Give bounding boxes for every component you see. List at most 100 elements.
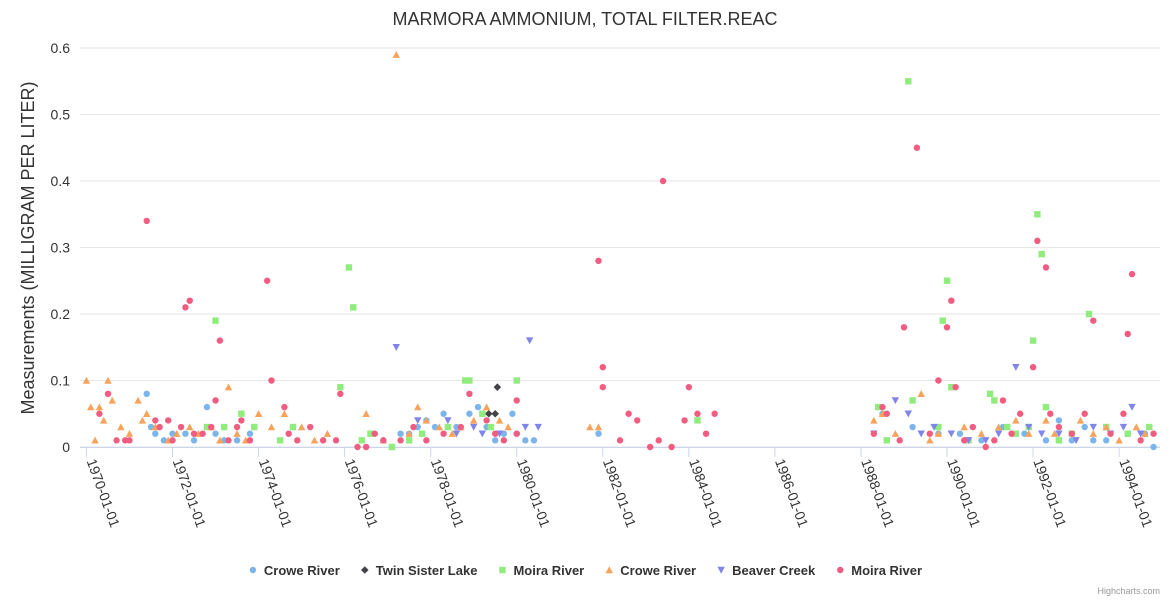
data-point[interactable]: [323, 430, 332, 437]
data-point[interactable]: [595, 430, 602, 437]
data-point[interactable]: [233, 437, 241, 444]
data-point[interactable]: [1055, 423, 1063, 431]
data-point[interactable]: [982, 437, 990, 445]
data-point[interactable]: [422, 416, 431, 424]
data-point[interactable]: [82, 376, 91, 384]
data-point[interactable]: [440, 410, 447, 417]
data-point[interactable]: [659, 177, 667, 185]
data-point[interactable]: [392, 344, 400, 351]
data-point[interactable]: [104, 390, 112, 397]
data-point[interactable]: [285, 430, 292, 437]
data-point[interactable]: [905, 78, 912, 85]
data-point[interactable]: [337, 383, 344, 391]
data-point[interactable]: [986, 390, 994, 397]
legend-item[interactable]: Moira River: [837, 563, 922, 578]
data-point[interactable]: [350, 304, 357, 311]
data-point[interactable]: [870, 416, 878, 424]
data-point[interactable]: [435, 423, 443, 431]
data-point[interactable]: [917, 390, 925, 397]
data-point[interactable]: [1107, 430, 1114, 437]
data-point[interactable]: [934, 430, 943, 437]
data-point[interactable]: [182, 304, 189, 311]
data-point[interactable]: [1055, 437, 1063, 444]
data-point[interactable]: [448, 430, 456, 437]
data-point[interactable]: [900, 324, 908, 331]
data-point[interactable]: [1137, 437, 1144, 444]
data-point[interactable]: [177, 423, 185, 431]
data-point[interactable]: [1055, 430, 1063, 438]
data-point[interactable]: [108, 396, 116, 404]
data-point[interactable]: [1081, 423, 1088, 431]
data-point[interactable]: [939, 317, 946, 324]
data-point[interactable]: [1042, 403, 1050, 411]
data-point[interactable]: [319, 437, 327, 444]
data-point[interactable]: [1016, 410, 1024, 417]
data-point[interactable]: [961, 437, 968, 444]
data-point[interactable]: [190, 437, 198, 444]
data-point[interactable]: [509, 410, 516, 417]
legend-marker-icon[interactable]: [249, 566, 257, 574]
data-point[interactable]: [926, 430, 934, 437]
data-point[interactable]: [276, 437, 284, 444]
data-point[interactable]: [1008, 430, 1015, 437]
data-point[interactable]: [896, 437, 903, 444]
data-point[interactable]: [1103, 437, 1110, 444]
data-point[interactable]: [1076, 416, 1085, 424]
data-point[interactable]: [126, 437, 133, 444]
data-point[interactable]: [280, 410, 289, 417]
data-point[interactable]: [306, 423, 314, 431]
data-point[interactable]: [534, 423, 542, 431]
data-point[interactable]: [982, 443, 989, 451]
data-point[interactable]: [655, 437, 662, 444]
data-point[interactable]: [216, 337, 224, 344]
data-points[interactable]: [82, 50, 1157, 451]
data-point[interactable]: [883, 410, 890, 417]
data-point[interactable]: [397, 437, 404, 444]
data-point[interactable]: [969, 423, 977, 431]
data-point[interactable]: [1150, 443, 1157, 451]
data-point[interactable]: [203, 403, 211, 411]
data-point[interactable]: [358, 437, 366, 444]
data-point[interactable]: [414, 403, 422, 411]
data-point[interactable]: [220, 423, 228, 431]
data-point[interactable]: [362, 443, 370, 451]
legend-marker-icon[interactable]: [499, 566, 506, 574]
data-point[interactable]: [397, 430, 404, 437]
data-point[interactable]: [410, 423, 417, 431]
data-point[interactable]: [487, 423, 495, 431]
data-point[interactable]: [999, 397, 1007, 404]
data-point[interactable]: [294, 437, 301, 444]
data-point[interactable]: [138, 416, 147, 424]
data-point[interactable]: [263, 277, 271, 284]
data-point[interactable]: [1124, 430, 1131, 437]
data-point[interactable]: [1136, 430, 1145, 438]
data-point[interactable]: [1042, 416, 1050, 424]
data-point[interactable]: [634, 417, 641, 424]
data-point[interactable]: [492, 437, 499, 444]
data-point[interactable]: [994, 423, 1003, 431]
data-point[interactable]: [694, 417, 701, 424]
data-point[interactable]: [405, 430, 413, 437]
data-point[interactable]: [491, 409, 500, 418]
data-point[interactable]: [212, 397, 219, 404]
data-point[interactable]: [599, 383, 606, 391]
data-point[interactable]: [483, 417, 490, 424]
data-point[interactable]: [668, 443, 675, 451]
data-point[interactable]: [917, 430, 925, 438]
data-point[interactable]: [297, 423, 306, 431]
data-point[interactable]: [702, 430, 710, 437]
data-point[interactable]: [625, 410, 632, 417]
data-point[interactable]: [685, 383, 693, 391]
data-point[interactable]: [1124, 330, 1131, 338]
data-point[interactable]: [482, 403, 491, 411]
data-point[interactable]: [991, 397, 998, 404]
data-point[interactable]: [267, 423, 276, 431]
data-point[interactable]: [470, 423, 478, 431]
data-point[interactable]: [493, 383, 502, 391]
data-point[interactable]: [1141, 430, 1149, 437]
data-point[interactable]: [891, 397, 900, 405]
data-point[interactable]: [1089, 430, 1098, 437]
data-point[interactable]: [388, 443, 396, 451]
data-point[interactable]: [504, 423, 512, 431]
data-point[interactable]: [440, 430, 447, 437]
